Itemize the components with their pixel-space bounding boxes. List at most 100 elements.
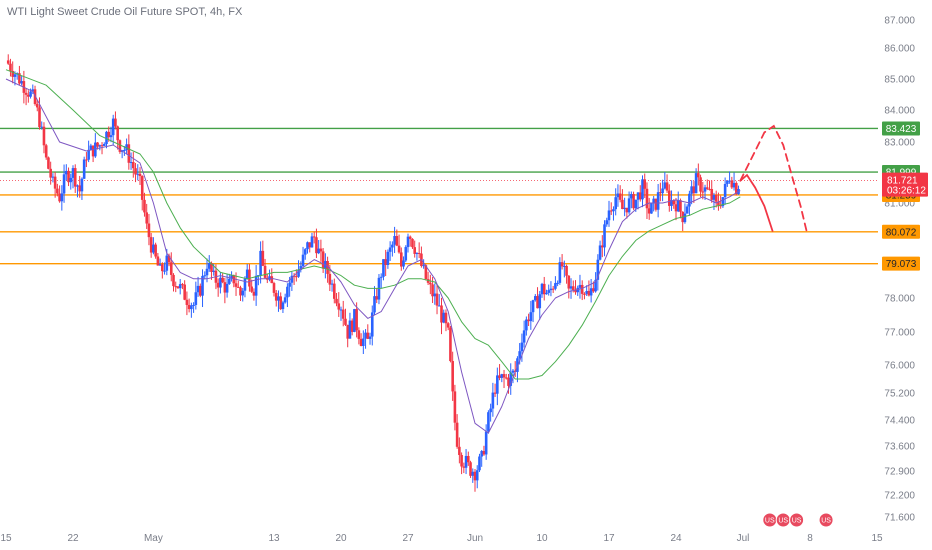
price-axis[interactable]: 87.00086.00085.00084.00083.00082.00081.0… [878,0,932,550]
candle-body [111,118,115,136]
candle-body [254,275,258,296]
current-price-countdown: 03:26:12 [887,186,926,197]
candle-body [661,188,664,194]
time-axis[interactable]: 15 22 May 13 20 27 Jun 10 17 24 Jul 8 15 [0,522,932,550]
candle-body [257,275,260,277]
candle-body [105,131,108,144]
candle-body [310,236,314,248]
candle-body [609,210,613,212]
candle-body [701,191,705,193]
candle-body [596,259,600,280]
candle-body [578,284,582,288]
candle-body [712,195,716,200]
candle-body [598,245,602,260]
candle-body [339,309,343,311]
candle-body [243,278,247,291]
candle-body [127,144,131,163]
candle-body [56,188,59,194]
candle-body [571,286,575,290]
event-marker-label: US [778,518,788,525]
candle-body [636,192,640,200]
candle-body [355,309,358,331]
candle-body [219,277,222,288]
y-tick-label: 75.200 [884,389,915,400]
candle-body [328,273,332,285]
candle-body [261,250,265,266]
candle-body [132,162,135,169]
candle-body [605,220,609,225]
candle-body [279,296,282,310]
candle-body [440,305,443,323]
candle-body [65,170,68,175]
candle-body [395,235,399,246]
candle-body [78,185,81,192]
current-price-label [882,172,928,197]
candle-body [234,283,238,287]
candle-body [408,236,412,239]
candle-body [346,324,349,339]
candle-body [556,282,559,284]
candle-body [721,197,725,207]
candle-body [723,183,727,198]
candle-body [176,286,180,289]
candle-body [27,94,30,97]
candle-body [522,330,526,343]
candle-body [645,188,649,209]
candle-body [268,276,271,280]
candle-body [118,140,122,152]
candle-body [473,471,477,481]
level-lines [0,127,878,265]
y-tick-label: 73.600 [884,442,915,453]
candle-body [272,283,276,293]
candle-body [540,283,544,295]
y-tick-label: 86.000 [884,44,915,55]
candle-body [163,270,166,272]
candle-body [534,296,537,301]
candle-body [674,204,678,212]
projection-solid-path [739,173,774,232]
y-tick-label: 81.000 [884,199,915,210]
candle-body [446,323,450,328]
candle-body [348,320,352,339]
candle-body [330,283,334,285]
candle-body [491,392,495,409]
candle-body [404,247,408,261]
candle-body [102,143,106,146]
candle-body [76,185,79,187]
candle-body [319,248,323,252]
candle-body [670,200,673,206]
candle-body [587,290,591,296]
candle-body [199,285,202,296]
candle-body [286,286,289,298]
x-tick-label: 22 [67,533,79,544]
candle-body [379,276,383,278]
candle-body [366,332,370,339]
candle-body [688,193,691,207]
level-label-text: 79.073 [886,259,917,270]
candle-body [507,377,510,386]
candle-body [650,203,653,214]
time-axis-bg [0,522,932,550]
candle-body [228,278,231,284]
candle-body [406,236,410,248]
candle-body [504,377,508,379]
candle-body [335,298,338,304]
candle-body [333,283,336,299]
candle-body [207,263,211,269]
level-label-text: 83.423 [886,124,917,135]
candle-body [529,312,533,322]
candle-body [353,309,356,332]
candle-body [212,270,215,272]
candle-body [685,206,689,214]
candle-body [663,182,667,189]
candle-body [422,265,425,267]
moving-averages [5,69,741,434]
candle-body [520,342,524,352]
candle-body [169,262,173,275]
event-markers[interactable]: US US US US [762,512,834,528]
candle-body [69,177,73,183]
y-tick-label: 77.000 [884,328,915,339]
candle-body [82,159,86,179]
